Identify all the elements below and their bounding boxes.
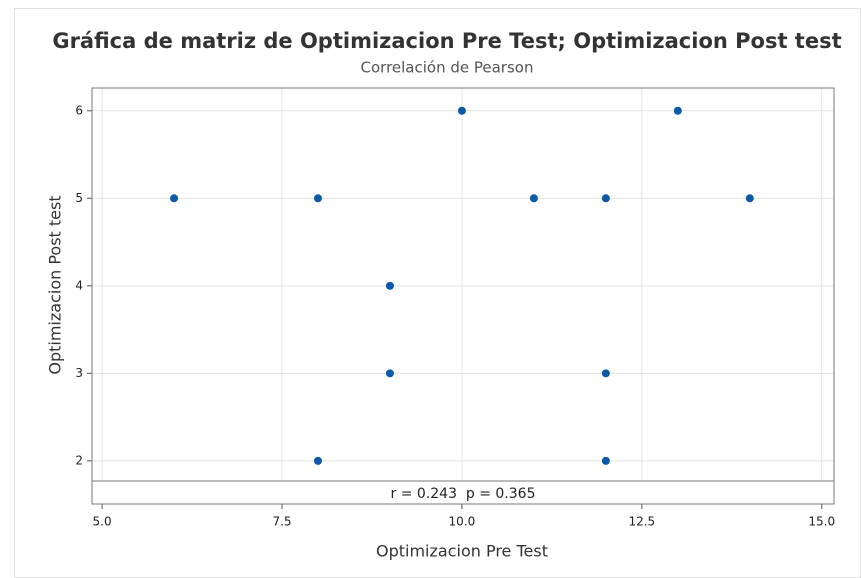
data-point [457,106,466,115]
x-tick-label: 5.0 [93,515,112,529]
data-point [170,194,179,203]
data-point [385,281,394,290]
annotation: r = 0.243 p = 0.365 [391,486,536,502]
x-tick-label: 7.5 [272,515,291,529]
data-point [313,194,322,203]
chart-title: Gráfica de matriz de Optimizacion Pre Te… [52,29,841,53]
y-axis-label: Optimizacion Post test [46,195,65,374]
chart-subtitle: Correlación de Pearson [361,59,534,77]
y-tick-label: 5 [75,191,83,205]
y-tick-label: 4 [75,278,83,292]
data-point [601,456,610,465]
y-tick-label: 2 [75,453,83,467]
y-tick-label: 6 [75,103,83,117]
plot-frame [91,87,835,505]
data-point [601,369,610,378]
data-point [313,456,322,465]
y-tick-label: 3 [75,366,83,380]
x-tick-label: 10.0 [449,515,476,529]
x-tick-label: 12.5 [628,515,655,529]
x-tick-label: 15.0 [808,515,835,529]
data-point [385,369,394,378]
data-point [673,106,682,115]
frame [14,8,861,578]
data-point [601,194,610,203]
data-point [745,194,754,203]
data-point [529,194,538,203]
x-axis-label: Optimizacion Pre Test [376,542,548,561]
